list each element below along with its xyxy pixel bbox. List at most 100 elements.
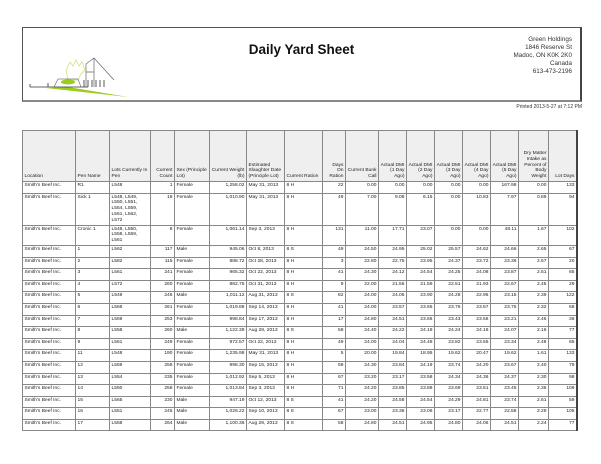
street: 1846 Reserve St — [525, 44, 572, 51]
table-cell: 0.00 — [406, 181, 435, 194]
table-cell: 264 — [150, 418, 175, 432]
table-cell: 117 — [150, 244, 175, 258]
table-cell: 0.00 — [462, 181, 491, 194]
table-cell: 13 — [75, 372, 110, 386]
table-cell: Smith's Beef Inc. — [22, 326, 76, 339]
table-cell: 24.34 — [434, 372, 463, 386]
table-cell: 24.19 — [406, 360, 435, 374]
table-cell: L551 — [109, 407, 151, 420]
table-cell: 8 H — [284, 302, 323, 316]
table-cell: 6.15 — [406, 192, 435, 226]
table-cell: Oct 22, 2013 — [246, 337, 285, 351]
table-cell: Oct 31, 2013 — [246, 279, 285, 293]
table-cell: 24.06 — [462, 418, 491, 432]
farm-logo — [29, 57, 128, 97]
table-cell: 1,026.22 — [209, 407, 247, 420]
table-cell: 23.87 — [490, 268, 519, 281]
table-cell: Sep 14, 2013 — [246, 302, 285, 316]
table-cell: 24.30 — [345, 268, 379, 281]
column-header: Dry Matter Intake as Percent of Body Wei… — [518, 130, 549, 182]
table-cell: 24.08 — [462, 268, 491, 281]
table-cell: 246 — [150, 291, 175, 304]
table-cell: L566 — [109, 302, 151, 316]
table-cell: 8 S — [284, 418, 323, 432]
table-cell: Smith's Beef Inc. — [22, 384, 76, 397]
table-cell: 23.15 — [490, 291, 519, 304]
table-cell: 24.37 — [490, 372, 519, 386]
table-cell: 0.00 — [434, 224, 463, 246]
table-cell: 20.00 — [345, 349, 379, 362]
table-cell: 58 — [548, 302, 578, 316]
table-cell: 24.00 — [345, 302, 379, 316]
table-cell: 0.00 — [378, 181, 407, 194]
table-cell: 25.57 — [434, 244, 463, 258]
table-cell: Female — [174, 256, 210, 270]
table-cell: 8 H — [284, 360, 323, 374]
table-cell: 98 — [548, 372, 578, 386]
table-cell: 18 — [150, 192, 175, 226]
table-cell: Sep 3, 2013 — [246, 224, 285, 246]
table-cell: 8 — [150, 224, 175, 246]
table-cell: 0.00 — [434, 181, 463, 194]
table-cell: 260 — [150, 326, 175, 339]
table-row: Smith's Beef Inc. 12 L559 258 Female 998.30 Se… — [22, 360, 578, 374]
table-cell: 23.74 — [490, 395, 519, 409]
table-cell: 9 — [75, 337, 110, 351]
table-row: Smith's Beef Inc. 4 L572 260 Female 882.75 Oct… — [22, 279, 578, 293]
table-cell: 122 — [548, 291, 578, 304]
table-cell: 24.05 — [378, 291, 407, 304]
table-cell: 24.28 — [434, 291, 463, 304]
table-cell: L548 — [109, 349, 151, 362]
table-cell: 1,100.36 — [209, 418, 247, 432]
table-cell: 23.88 — [406, 384, 435, 397]
table-cell: 8 H — [284, 384, 323, 397]
table-row: Smith's Beef Inc. 13 L554 235 Female 1,012.92… — [22, 372, 578, 386]
table-cell: 25.02 — [406, 244, 435, 258]
table-cell: 23.17 — [434, 407, 463, 420]
table-cell: 998.30 — [209, 360, 247, 374]
table-cell: L572 — [109, 279, 151, 293]
table-cell: 23.20 — [345, 372, 379, 386]
table-cell: 22.00 — [345, 279, 379, 293]
table-cell: 77 — [548, 326, 578, 339]
table-cell: 17 — [75, 418, 110, 432]
table-row: Smith's Beef Inc. 6 L566 261 Female 1,019.88 S… — [22, 302, 578, 316]
table-cell: 24.00 — [345, 291, 379, 304]
column-header: Actual DMI (4 Day Ago) — [462, 130, 491, 182]
column-header: Actual DMI (3 Day Ago) — [434, 130, 463, 182]
column-header: Actual DMI (1 Day Ago) — [378, 130, 407, 182]
table-row: Smith's Beef Inc. 2 L582 115 Female 888.72 Oct… — [22, 256, 578, 270]
table-cell: 2.46 — [518, 314, 549, 328]
table-cell: 24.48 — [406, 337, 435, 351]
table-cell: 24.07 — [490, 326, 519, 339]
table-cell: Female — [174, 360, 210, 374]
table-cell: 0.00 — [345, 181, 379, 194]
country: Canada — [549, 60, 572, 67]
table-row: Smith's Beef Inc. 8 L558 260 Male 1,122.39 Aug… — [22, 326, 578, 339]
table-cell: 249 — [150, 337, 175, 351]
table-row: Smith's Beef Inc. Cronic 1 L548, L550, L55… — [22, 224, 578, 246]
table-cell: Male — [174, 244, 210, 258]
table-cell: L561 — [109, 268, 151, 281]
column-header: Actual DMI (2 Day Ago) — [406, 130, 435, 182]
table-cell: Oct 28, 2013 — [246, 256, 285, 270]
table-cell: 77 — [548, 418, 578, 432]
table-cell: 16 — [75, 407, 110, 420]
header-row: Location Pen Name Lots Currently In Pen Cur… — [22, 130, 578, 182]
table-cell: May 31, 2013 — [246, 192, 285, 226]
table-cell: 94 — [548, 192, 578, 226]
table-cell: 18.95 — [406, 349, 435, 362]
table-cell: 22.58 — [490, 407, 519, 420]
table-cell: Smith's Beef Inc. — [22, 407, 76, 420]
table-cell: 253 — [150, 314, 175, 328]
table-cell: 2.29 — [518, 407, 549, 420]
table-cell: 65 — [548, 268, 578, 281]
table-cell: 24.22 — [378, 326, 407, 339]
table-cell: 1,235.98 — [209, 349, 247, 362]
table-cell: 24.24 — [434, 326, 463, 339]
table-cell: 23.45 — [490, 384, 519, 397]
table-cell: 19.62 — [434, 349, 463, 362]
table-cell: 10.83 — [462, 192, 491, 226]
table-cell: 24.80 — [434, 418, 463, 432]
table-cell: 3 — [75, 268, 110, 281]
